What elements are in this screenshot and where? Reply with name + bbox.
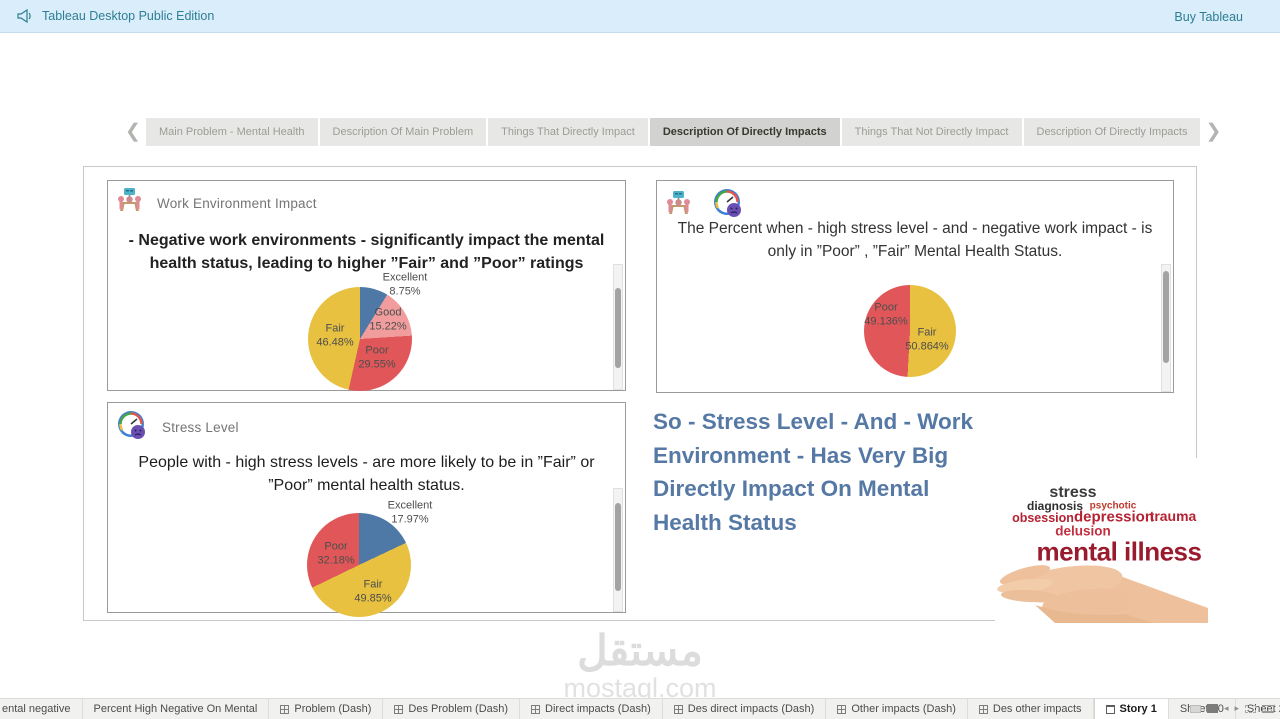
open-hands-image <box>995 558 1208 628</box>
mostaql-watermark: مستقل mostaql.com <box>490 627 790 703</box>
scrollbar[interactable] <box>613 488 623 612</box>
pie-stress-level[interactable] <box>307 513 411 617</box>
panel-stress-header: Stress Level <box>116 409 239 446</box>
panel-work-text: - Negative work environments - significa… <box>128 232 605 272</box>
prev-sheet-icon[interactable]: ◂ <box>1223 703 1229 713</box>
sheet-tab-problem-dash[interactable]: Problem (Dash) <box>269 699 384 719</box>
wordcloud-word: psychotic <box>1089 500 1137 512</box>
wordcloud-word: delusion <box>1055 523 1111 539</box>
scrollbar[interactable] <box>1161 264 1171 392</box>
panel-stress-text: People with - high stress levels - are m… <box>138 454 595 494</box>
pie-label-fair: Fair 50.864% <box>905 326 949 353</box>
sheet-tab-des-direct-impacts-dash[interactable]: Des direct impacts (Dash) <box>663 699 827 719</box>
wordcloud-word: stress <box>1049 484 1097 501</box>
wordcloud-word: obsession <box>1012 511 1074 525</box>
pie-label-poor: Poor 29.55% <box>358 344 396 371</box>
sheet-tab-direct-impacts-dash[interactable]: Direct impacts (Dash) <box>520 699 663 719</box>
pie-work-environment[interactable] <box>308 287 412 391</box>
sheet-tab-bar: ental negative Percent High Negative On … <box>0 698 1280 719</box>
stress-gauge-icon <box>712 187 744 224</box>
panel-stress-level: Stress Level People with - high stress l… <box>107 402 626 617</box>
scrollbar-thumb[interactable] <box>1163 271 1169 363</box>
mental-illness-wordcloud-image: stress diagnosis psychotic obsession dep… <box>995 458 1208 623</box>
sheet-bar-controls: ◂ ▸ <box>1189 698 1274 719</box>
pie-combined[interactable] <box>864 285 956 377</box>
story-next-icon[interactable]: ❯ <box>1205 121 1222 142</box>
app-title: Tableau Desktop Public Edition <box>42 9 215 23</box>
new-sheet-icon[interactable] <box>1245 704 1256 713</box>
next-sheet-icon[interactable]: ▸ <box>1234 703 1239 713</box>
panel-combined-text: The Percent when - high stress level - a… <box>677 220 1153 260</box>
watermark-arabic: مستقل <box>577 627 703 674</box>
scrollbar[interactable] <box>613 264 623 390</box>
story-tab-things-not-directly[interactable]: Things That Not Directly Impact <box>841 118 1022 146</box>
wordcloud-title-word: mental illness <box>1036 536 1202 567</box>
pie-label-fair: Fair 49.85% <box>354 578 392 605</box>
top-banner: Tableau Desktop Public Edition Buy Table… <box>0 0 1280 33</box>
meeting-icon <box>116 187 143 219</box>
dashboard-grid-icon <box>531 704 541 714</box>
sheet-tab-des-other-impacts[interactable]: Des other impacts <box>968 699 1094 719</box>
pie-label-good: Good 15.22% <box>369 306 407 333</box>
pie-label-excellent: Excellent 17.97% <box>387 499 433 526</box>
wordcloud-word: depression <box>1073 508 1155 526</box>
dashboard-grid-icon <box>673 704 683 714</box>
sheet-tab-des-problem-dash[interactable]: Des Problem (Dash) <box>383 699 521 719</box>
story-book-icon <box>1105 704 1115 714</box>
buy-tableau-link[interactable]: Buy Tableau <box>1174 9 1243 24</box>
sheet-tab-story-1[interactable]: Story 1 <box>1093 699 1169 719</box>
panel-combined-percent: The Percent when - high stress level - a… <box>656 180 1174 393</box>
story-tab-desc-directly-2[interactable]: Description Of Directly Impacts <box>1023 118 1201 146</box>
story-tabs: Main Problem - Mental Health Description… <box>146 118 1201 146</box>
wordcloud-word: trauma <box>1149 508 1197 524</box>
meeting-icon <box>665 190 692 222</box>
dashboard-grid-icon <box>394 704 404 714</box>
story-tab-main-problem[interactable]: Main Problem - Mental Health <box>146 118 318 146</box>
panel-work-title: Work Environment Impact <box>157 195 317 211</box>
dashboard-canvas: Work Environment Impact - Negative work … <box>83 166 1197 621</box>
panel-combined-header <box>665 187 744 224</box>
wordcloud-word: diagnosis <box>1026 499 1084 513</box>
show-filmstrip-icon[interactable] <box>1206 704 1218 713</box>
scrollbar-thumb[interactable] <box>615 503 621 591</box>
story-tab-things-directly[interactable]: Things That Directly Impact <box>488 118 648 146</box>
dashboard-grid-icon <box>280 704 290 714</box>
panel-work-header: Work Environment Impact <box>116 187 317 219</box>
pie-label-fair: Fair 46.48% <box>316 322 354 349</box>
pie-label-poor: Poor 32.18% <box>317 540 355 567</box>
presentation-mode-icon[interactable] <box>1262 704 1274 713</box>
conclusion-text: So - Stress Level - And - Work Environme… <box>653 409 974 535</box>
story-prev-icon[interactable]: ❮ <box>125 121 141 142</box>
scrollbar-thumb[interactable] <box>615 288 621 368</box>
show-tabs-icon[interactable] <box>1189 704 1201 713</box>
megaphone-icon <box>17 9 33 23</box>
sheet-tab-percent-high-negative[interactable]: Percent High Negative On Mental <box>83 699 270 719</box>
panel-work-environment: Work Environment Impact - Negative work … <box>107 180 626 391</box>
panel-stress-title: Stress Level <box>162 420 239 435</box>
stress-gauge-icon <box>116 409 148 446</box>
sheet-tab-other-impacts-dash[interactable]: Other impacts (Dash) <box>826 699 968 719</box>
dashboard-grid-icon <box>978 704 988 714</box>
story-navigator: ❮ Main Problem - Mental Health Descripti… <box>124 118 1222 146</box>
pie-label-excellent: Excellent 8.75% <box>382 271 428 298</box>
sheet-tab-mental-negative[interactable]: ental negative <box>0 699 83 719</box>
story-tab-desc-main-problem[interactable]: Description Of Main Problem <box>319 118 487 146</box>
dashboard-grid-icon <box>837 704 847 714</box>
pie-label-poor: Poor 49.136% <box>864 301 908 328</box>
story-tab-desc-directly-active[interactable]: Description Of Directly Impacts <box>649 118 840 146</box>
